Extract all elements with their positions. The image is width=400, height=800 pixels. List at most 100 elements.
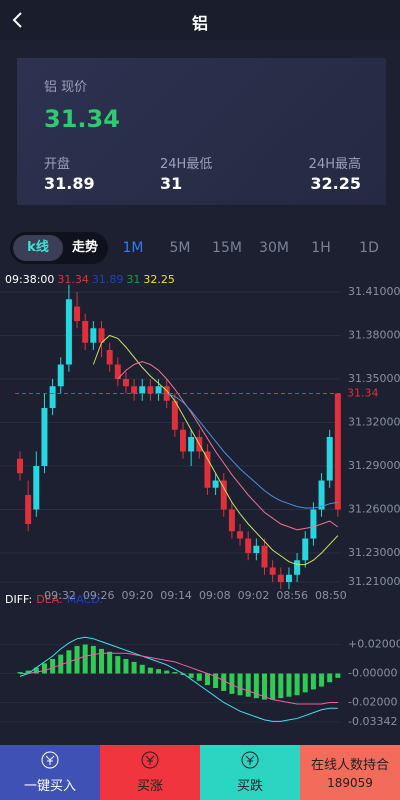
candle-body bbox=[294, 560, 301, 575]
kline-info: 09:38:00 31.34 31.89 31 32.25 bbox=[5, 273, 175, 286]
candle-body bbox=[98, 328, 105, 343]
y-tick-label: 31.35000 bbox=[348, 372, 400, 385]
candle-body bbox=[57, 364, 64, 387]
macd-bar bbox=[50, 659, 56, 674]
macd-label: DIFF: bbox=[5, 593, 32, 606]
candle-body bbox=[212, 480, 219, 488]
action-button[interactable]: 一键买入 bbox=[0, 745, 100, 800]
quote-price: 31.34 bbox=[44, 105, 120, 133]
macd-bar bbox=[172, 672, 178, 674]
period-tab[interactable]: 15M bbox=[212, 240, 242, 256]
info-value: 31.89 bbox=[92, 273, 124, 286]
macd-bar bbox=[74, 645, 80, 674]
x-tick-label: 08:56 bbox=[276, 589, 308, 602]
macd-bar bbox=[245, 673, 251, 697]
y-tick-label: 31.23000 bbox=[348, 546, 400, 559]
macd-bar bbox=[221, 673, 227, 691]
macd-bar bbox=[164, 670, 170, 674]
stat-label: 开盘 bbox=[44, 157, 71, 172]
x-tick-label: 09:26 bbox=[83, 589, 115, 602]
macd-bar bbox=[41, 663, 47, 674]
last-price-label: 31.34 bbox=[347, 387, 379, 400]
macd-bar bbox=[107, 651, 113, 674]
y-tick-label: 31.21000 bbox=[348, 575, 400, 588]
macd-line bbox=[20, 652, 338, 705]
candle-body bbox=[245, 538, 252, 553]
candle-body bbox=[269, 567, 276, 575]
info-value: 31.34 bbox=[57, 273, 89, 286]
candle-body bbox=[310, 509, 317, 539]
stat-label: 24H最低 bbox=[160, 157, 213, 172]
page-title: 铝 bbox=[191, 14, 208, 33]
candle-body bbox=[122, 379, 129, 387]
period-tab[interactable]: 30M bbox=[259, 240, 289, 256]
candle-body bbox=[33, 466, 40, 510]
macd-bar bbox=[90, 645, 96, 674]
macd-bar bbox=[82, 644, 88, 674]
macd-bar bbox=[17, 672, 23, 674]
candle-body bbox=[326, 437, 333, 481]
back-button[interactable] bbox=[10, 11, 26, 29]
kline-chart: 09:38:00 31.34 31.89 31 32.25 DIFF: DEA: MACD:… bbox=[0, 268, 400, 745]
macd-bar bbox=[204, 673, 210, 686]
y-tick-label: -0.00000 bbox=[348, 667, 397, 680]
macd-bar bbox=[213, 673, 219, 688]
action-button[interactable]: 买跌 bbox=[200, 745, 300, 800]
macd-bar bbox=[286, 673, 292, 697]
y-tick-label: 31.32000 bbox=[348, 416, 400, 429]
candle-body bbox=[82, 321, 89, 343]
moving-average bbox=[166, 393, 338, 509]
candle-body bbox=[253, 545, 260, 553]
macd-bar bbox=[262, 673, 267, 700]
header: 铝 bbox=[0, 0, 400, 40]
period-tab[interactable]: 1M bbox=[122, 240, 144, 256]
macd-bar bbox=[229, 673, 235, 694]
macd-bar bbox=[278, 673, 284, 699]
period-tab[interactable]: 1D bbox=[359, 240, 379, 256]
quote-label: 铝 现价 bbox=[44, 80, 88, 95]
mode-toggle: k线 走势 bbox=[10, 232, 108, 264]
candle-body bbox=[106, 350, 113, 365]
macd-bar bbox=[188, 673, 194, 678]
stat-value: 32.25 bbox=[310, 174, 361, 193]
macd-label: DEA: bbox=[36, 593, 62, 606]
macd-bar bbox=[302, 673, 308, 693]
candle-body bbox=[188, 437, 195, 452]
moving-average bbox=[92, 334, 339, 566]
period-tab[interactable]: 5M bbox=[169, 240, 191, 256]
info-value: 31 bbox=[126, 273, 140, 286]
mode-tab[interactable]: 走势 bbox=[71, 240, 98, 255]
period-tab[interactable]: 1H bbox=[311, 240, 331, 256]
macd-bar bbox=[115, 656, 121, 674]
candle-body bbox=[220, 480, 227, 510]
candle-body bbox=[180, 429, 186, 452]
candle-body bbox=[114, 364, 121, 379]
candle-body bbox=[90, 328, 97, 343]
candle-body bbox=[171, 400, 178, 430]
macd-bar bbox=[58, 654, 64, 674]
mode-tab[interactable]: k线 bbox=[13, 235, 63, 261]
macd-bar bbox=[25, 670, 31, 674]
candle-body bbox=[25, 495, 32, 524]
x-tick-label: 08:50 bbox=[315, 589, 347, 602]
candle-body bbox=[228, 509, 235, 532]
macd-bar bbox=[131, 661, 137, 674]
candle-body bbox=[49, 386, 56, 408]
macd-label: MACD: bbox=[67, 593, 104, 606]
y-tick-label: -0.03342 bbox=[348, 715, 397, 728]
macd-bar bbox=[294, 673, 300, 696]
macd-bar bbox=[237, 673, 243, 696]
candle-body bbox=[285, 574, 292, 582]
candle-body bbox=[131, 386, 138, 394]
macd-bar bbox=[319, 673, 325, 687]
action-button[interactable]: 在线人数持合 189059 bbox=[300, 745, 400, 800]
action-button[interactable]: 买涨 bbox=[100, 745, 200, 800]
macd-bar bbox=[139, 664, 145, 674]
macd-info: DIFF: DEA: MACD: bbox=[5, 593, 103, 606]
candle-body bbox=[277, 574, 284, 582]
info-time: 09:38:00 bbox=[5, 273, 54, 286]
stat-label: 24H最高 bbox=[308, 157, 361, 172]
candle-body bbox=[261, 545, 268, 568]
candle-body bbox=[147, 386, 154, 394]
